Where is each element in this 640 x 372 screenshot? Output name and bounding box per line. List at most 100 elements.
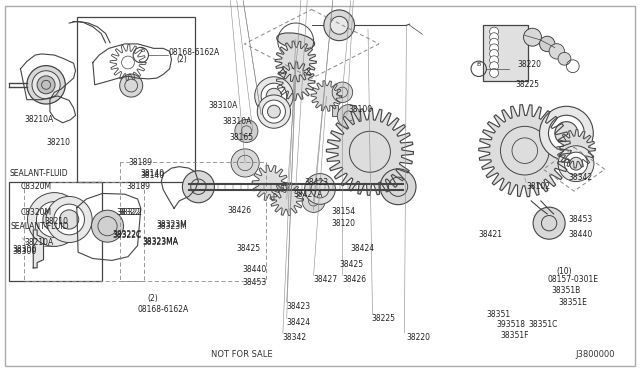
Circle shape [257, 95, 291, 128]
Circle shape [261, 83, 287, 109]
Circle shape [533, 207, 565, 239]
Polygon shape [479, 105, 571, 197]
Text: 38140: 38140 [141, 171, 165, 180]
Text: 08157-0301E: 08157-0301E [547, 275, 598, 284]
Circle shape [262, 100, 285, 123]
Text: 38351C: 38351C [528, 320, 557, 329]
Text: 38300: 38300 [13, 245, 37, 254]
Text: 38351F: 38351F [500, 331, 529, 340]
Ellipse shape [276, 33, 315, 49]
Circle shape [332, 82, 353, 103]
Circle shape [36, 202, 72, 237]
Text: (2): (2) [176, 55, 187, 64]
Text: 38453: 38453 [242, 278, 266, 287]
Circle shape [549, 44, 564, 59]
Circle shape [305, 174, 335, 204]
Bar [77, 17, 195, 182]
Text: C8320M: C8320M [20, 208, 52, 217]
Circle shape [235, 119, 258, 142]
Text: SEALANT-FLUID: SEALANT-FLUID [10, 222, 69, 231]
Circle shape [490, 68, 499, 77]
Circle shape [46, 196, 92, 243]
Text: 38342: 38342 [568, 173, 593, 182]
Text: 38102: 38102 [526, 182, 550, 190]
Text: 38426: 38426 [227, 206, 252, 215]
Polygon shape [275, 41, 316, 82]
Circle shape [564, 152, 588, 175]
Text: 38323MA: 38323MA [142, 238, 178, 247]
Text: 38300: 38300 [13, 247, 37, 256]
Text: 38189: 38189 [128, 158, 152, 167]
Text: 38322C: 38322C [112, 230, 141, 239]
Text: 38351: 38351 [486, 310, 511, 318]
Text: (2): (2) [147, 294, 158, 303]
Bar [332, 105, 338, 116]
Circle shape [324, 10, 355, 41]
Text: 38323M: 38323M [157, 220, 188, 229]
Circle shape [524, 28, 541, 46]
Text: 38220: 38220 [406, 333, 430, 341]
Circle shape [490, 49, 499, 58]
Circle shape [302, 189, 325, 212]
Text: 38210A: 38210A [24, 238, 54, 247]
Text: J3800000: J3800000 [575, 350, 614, 359]
Text: B: B [140, 48, 144, 53]
Circle shape [92, 210, 124, 242]
Circle shape [558, 146, 594, 182]
Text: 38210: 38210 [45, 217, 69, 225]
Circle shape [120, 74, 143, 97]
Circle shape [490, 56, 499, 65]
Circle shape [558, 52, 571, 65]
Text: 38140: 38140 [141, 169, 165, 178]
Polygon shape [311, 81, 342, 111]
Text: 38427: 38427 [314, 275, 338, 284]
Circle shape [490, 38, 499, 47]
Text: 38425: 38425 [339, 260, 364, 269]
Polygon shape [270, 183, 303, 215]
Circle shape [28, 193, 81, 246]
Text: 393518: 393518 [496, 320, 525, 329]
Circle shape [490, 27, 499, 36]
Text: (10): (10) [557, 267, 572, 276]
Text: 38154: 38154 [332, 207, 356, 216]
Circle shape [37, 76, 55, 94]
Text: 38322C: 38322C [112, 231, 141, 240]
Text: 38453: 38453 [568, 215, 593, 224]
Text: 38165: 38165 [229, 133, 253, 142]
Polygon shape [326, 108, 413, 195]
Text: NOT FOR SALE: NOT FOR SALE [211, 350, 273, 359]
Bar [9, 182, 102, 281]
Circle shape [266, 88, 282, 104]
Circle shape [490, 44, 499, 53]
Circle shape [60, 210, 79, 229]
Bar [483, 25, 528, 81]
Text: 38426: 38426 [342, 275, 367, 284]
Text: 38210A: 38210A [24, 115, 54, 124]
Text: 38424: 38424 [287, 318, 311, 327]
Text: 38440: 38440 [568, 230, 593, 239]
Text: B: B [477, 62, 481, 67]
Polygon shape [252, 165, 288, 201]
Circle shape [337, 105, 360, 128]
Circle shape [54, 204, 84, 235]
Text: 38100: 38100 [349, 105, 373, 114]
Circle shape [182, 171, 214, 203]
Text: 38310A: 38310A [223, 117, 252, 126]
Circle shape [570, 157, 582, 170]
Text: 38120: 38120 [332, 219, 356, 228]
Text: 38310A: 38310A [208, 101, 237, 110]
Text: C8320M: C8320M [20, 182, 52, 191]
Circle shape [490, 62, 499, 71]
Text: 38323MA: 38323MA [142, 237, 178, 246]
Text: 38423: 38423 [304, 178, 328, 187]
Circle shape [27, 65, 65, 104]
Circle shape [490, 33, 499, 42]
Circle shape [43, 208, 66, 231]
Polygon shape [276, 62, 315, 100]
Text: 38225: 38225 [515, 80, 540, 89]
Text: 38423: 38423 [287, 302, 311, 311]
Text: 38220: 38220 [517, 60, 541, 69]
Circle shape [330, 16, 348, 34]
Text: 38424: 38424 [351, 244, 375, 253]
Circle shape [380, 169, 416, 205]
